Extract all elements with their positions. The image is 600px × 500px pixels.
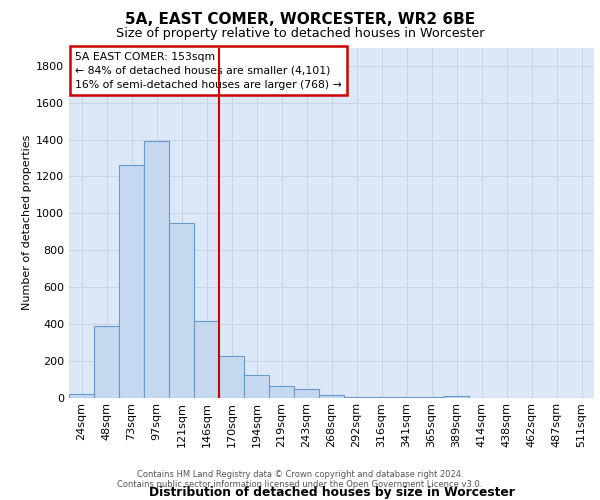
Bar [119, 166, 144, 398]
Bar [94, 326, 119, 398]
Bar [294, 389, 319, 398]
X-axis label: Distribution of detached houses by size in Worcester: Distribution of detached houses by size … [149, 486, 514, 500]
Bar [169, 222, 194, 398]
Y-axis label: Number of detached properties: Number of detached properties [22, 135, 32, 310]
Text: 5A, EAST COMER, WORCESTER, WR2 6BE: 5A, EAST COMER, WORCESTER, WR2 6BE [125, 12, 475, 28]
Bar [69, 394, 94, 398]
Text: Contains HM Land Registry data © Crown copyright and database right 2024.
Contai: Contains HM Land Registry data © Crown c… [118, 470, 482, 489]
Bar [144, 142, 169, 398]
Text: 5A EAST COMER: 153sqm
← 84% of detached houses are smaller (4,101)
16% of semi-d: 5A EAST COMER: 153sqm ← 84% of detached … [76, 52, 342, 90]
Bar [344, 396, 369, 398]
Bar [319, 394, 344, 398]
Bar [219, 356, 244, 398]
Bar [444, 396, 469, 398]
Bar [194, 321, 219, 398]
Text: Size of property relative to detached houses in Worcester: Size of property relative to detached ho… [116, 28, 484, 40]
Bar [244, 376, 269, 398]
Bar [269, 386, 294, 398]
